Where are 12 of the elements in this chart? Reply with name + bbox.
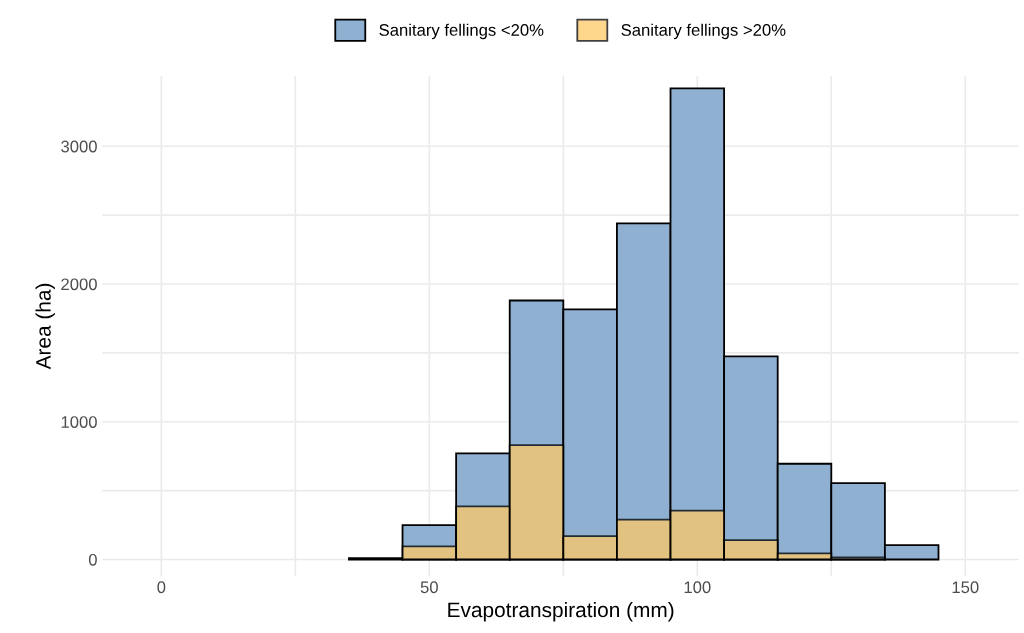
y-tick-label: 2000 xyxy=(61,278,97,291)
x-tick-label: 100 xyxy=(684,581,711,594)
x-tick-label: 150 xyxy=(952,581,979,594)
y-tick-label: 0 xyxy=(88,553,97,566)
x-tick-label: 50 xyxy=(420,581,438,594)
y-axis-title: Area (ha) xyxy=(35,283,55,370)
legend-label: Sanitary fellings <20% xyxy=(379,23,544,40)
y-tick-label: 1000 xyxy=(61,416,97,428)
legend-label: Sanitary fellings >20% xyxy=(621,23,786,40)
x-tick-label: 0 xyxy=(157,581,166,594)
x-axis-title: Evapotranspiration (mm) xyxy=(448,601,674,622)
y-tick-label: 3000 xyxy=(61,140,97,153)
